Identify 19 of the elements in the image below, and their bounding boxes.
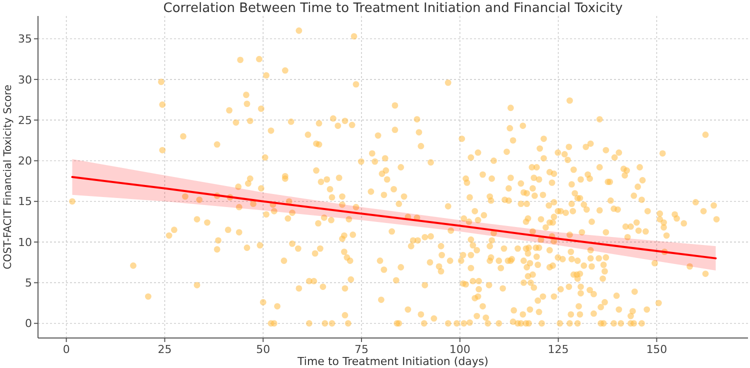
y-tick-label: 20 (18, 154, 32, 168)
x-tick-label: 25 (158, 343, 172, 356)
x-tick-label: 100 (449, 343, 470, 356)
y-tick-label: 35 (18, 32, 32, 46)
x-tick-label: 125 (548, 343, 569, 356)
line-series (71, 176, 717, 260)
chart-title: Correlation Between Time to Treatment Initiation and Financial Toxicity (163, 1, 624, 16)
y-tick-label: 5 (25, 276, 32, 290)
y-tick-label: 15 (18, 195, 32, 208)
x-axis-title: Time to Treatment Initiation (days) (296, 355, 488, 368)
y-tick-label: 10 (18, 236, 32, 249)
x-tick-label: 50 (256, 343, 270, 356)
x-tick-label: 75 (354, 343, 369, 356)
x-tick-label: 0 (62, 343, 70, 356)
y-tick-label: 25 (18, 114, 32, 127)
y-tick-label: 0 (25, 317, 32, 330)
x-tick-label: 150 (646, 343, 668, 356)
y-tick-label: 30 (18, 73, 32, 86)
y-axis-title: COST-FACIT Financial Toxicity Score (2, 84, 14, 270)
